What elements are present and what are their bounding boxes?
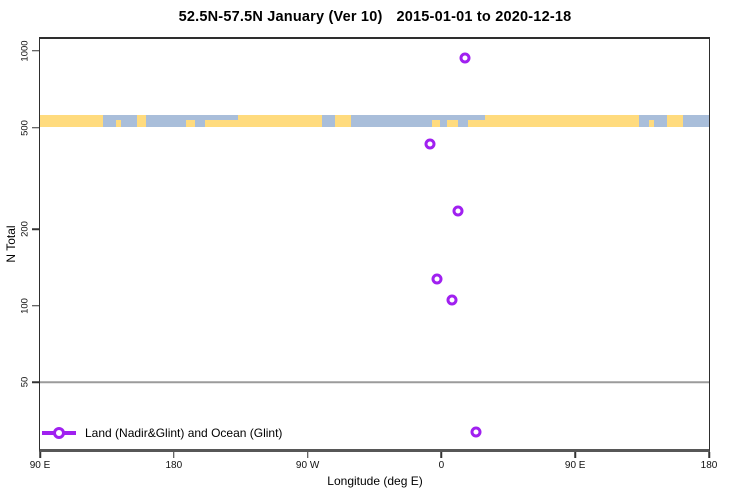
reference-line-50	[40, 381, 709, 384]
map-land-east-siberia	[40, 115, 104, 127]
chart-title: 52.5N-57.5N January (Ver 10) 2015-01-01 t…	[0, 9, 750, 25]
x-axis-tick	[440, 452, 443, 458]
y-axis-tick-label: 500	[19, 119, 31, 136]
y-axis-tick-label: 50	[19, 377, 31, 388]
y-axis-tick	[32, 304, 39, 307]
x-axis-tick	[39, 452, 41, 458]
data-point	[424, 138, 435, 150]
map-land-kamchatka-east	[666, 115, 683, 127]
map-land-aleutians	[185, 120, 196, 127]
y-axis-tick	[32, 381, 39, 384]
map-land-north-america	[238, 115, 323, 127]
map-land-british-isles	[431, 120, 440, 127]
map-land-denmark	[447, 120, 459, 127]
data-point	[431, 273, 443, 285]
x-axis-tick-label: 180	[700, 460, 718, 471]
y-axis-tick	[32, 50, 39, 52]
x-axis-label: Longitude (deg E)	[327, 474, 423, 488]
x-axis-tick-label: 0	[438, 460, 445, 471]
x-axis-tick-label: 90 E	[29, 460, 51, 471]
data-point	[452, 205, 464, 217]
y-axis-tick	[32, 228, 39, 230]
map-land-quebec-labrador	[335, 115, 352, 127]
map-land-sakhalin-east	[648, 120, 654, 127]
y-axis-tick-label: 100	[19, 297, 31, 314]
y-axis-tick	[32, 126, 39, 129]
plot-area: N Total Land (Nadir&Glint) and Ocean (Gl…	[4, 37, 717, 471]
y-axis-label: N Total	[4, 225, 18, 263]
chart-title-region: 52.5N-57.5N January (Ver 10)	[178, 9, 383, 25]
legend-label: Land (Nadir&Glint) and Ocean (Glint)	[85, 426, 283, 440]
data-point	[459, 52, 471, 64]
x-axis-tick	[574, 452, 576, 458]
map-land-eurasia	[484, 115, 640, 127]
chart-title-dates: 2015-01-01 to 2020-12-18	[396, 9, 572, 25]
legend: Land (Nadir&Glint) and Ocean (Glint)	[42, 426, 282, 440]
data-point	[470, 426, 482, 438]
map-land-south-scandinavia	[468, 120, 485, 127]
x-axis-tick-label: 180	[165, 460, 183, 471]
x-axis-tick-label: 90 W	[295, 460, 320, 471]
x-axis-tick	[173, 452, 175, 458]
x-axis-tick	[306, 452, 309, 458]
world-map-band	[40, 115, 709, 127]
map-land-sakhalin-west	[115, 120, 122, 127]
y-axis-tick-label: 200	[19, 221, 31, 237]
legend-marker	[42, 427, 76, 439]
data-point	[446, 294, 458, 306]
x-axis-tick-label: 90 E	[564, 460, 586, 471]
y-axis-tick-label: 1000	[19, 40, 31, 62]
x-axis-tick	[708, 452, 710, 458]
legend-circle-icon	[53, 427, 65, 439]
map-land-kamchatka-west	[137, 115, 146, 127]
map-land-alaska-coast	[205, 120, 239, 127]
